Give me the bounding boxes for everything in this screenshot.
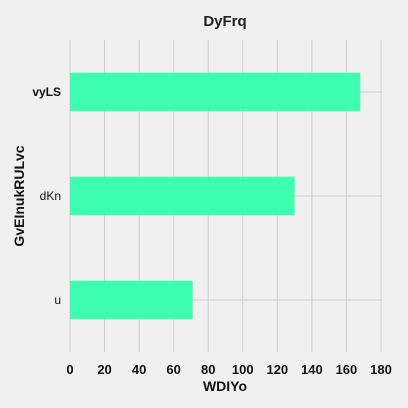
y-axis-label: GvEInukRULvc [11,145,27,246]
y-tick-label: u [54,293,61,307]
x-tick-label: 140 [301,362,323,377]
bar-vyLS [70,73,360,111]
x-tick-label: 160 [336,362,358,377]
x-tick-label: 180 [370,362,392,377]
x-tick-label: 80 [201,362,215,377]
y-tick-labels: vyLS dKn u [32,85,61,307]
x-tick-label: 60 [166,362,180,377]
bar-dKn [70,177,295,215]
x-tick-label: 120 [266,362,288,377]
chart-title: DyFrq [203,13,246,30]
x-tick-labels: 0 20 40 60 80 100 120 140 160 180 [66,362,391,377]
bar-u [70,281,193,319]
y-tick-label: vyLS [32,85,61,99]
x-tick-label: 0 [66,362,73,377]
x-tick-label: 100 [232,362,254,377]
y-tick-label: dKn [40,189,61,203]
x-axis-label: WDIYo [203,378,247,394]
x-tick-label: 40 [132,362,146,377]
x-tick-label: 20 [97,362,111,377]
